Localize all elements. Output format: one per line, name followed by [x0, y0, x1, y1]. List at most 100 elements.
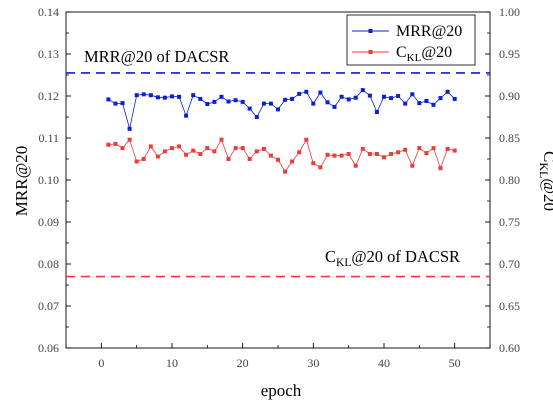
tick-label-left: 0.09	[38, 215, 59, 229]
data-point-mrr-2	[113, 101, 118, 106]
ckl-ref-label-base: C	[325, 247, 336, 266]
data-point-ckl-49	[445, 146, 450, 151]
tick-label-left: 0.06	[38, 341, 59, 355]
tick-label-right: 0.80	[499, 173, 520, 187]
mrr-ref-label: MRR@20 of DACSR	[84, 47, 229, 66]
tick-label-right: 0.95	[499, 47, 520, 61]
tick-label-bottom: 40	[378, 356, 390, 370]
data-point-ckl-42	[396, 150, 401, 155]
tick-label-bottom: 0	[98, 356, 104, 370]
tick-label-right: 1.00	[499, 5, 520, 19]
data-point-mrr-6	[141, 92, 146, 97]
data-point-ckl-22	[254, 149, 259, 154]
data-point-ckl-37	[360, 146, 365, 151]
data-point-ckl-27	[290, 159, 295, 164]
data-point-ckl-18	[226, 157, 231, 161]
data-point-ckl-16	[212, 149, 217, 154]
data-point-mrr-1	[106, 97, 111, 102]
tick-label-right: 0.60	[499, 341, 520, 355]
y-axis-right-label: CKL@20	[537, 151, 553, 211]
data-point-mrr-17	[219, 94, 224, 99]
data-point-mrr-5	[134, 93, 139, 98]
data-point-ckl-30	[311, 161, 316, 166]
legend-label-ckl-sub: KL	[407, 52, 422, 64]
data-point-mrr-36	[353, 95, 358, 100]
data-point-mrr-18	[226, 99, 231, 104]
tick-label-bottom: 50	[449, 356, 461, 370]
data-point-ckl-36	[353, 163, 358, 168]
data-point-ckl-25	[276, 157, 280, 162]
tick-label-right: 0.65	[499, 299, 520, 313]
data-point-mrr-26	[283, 97, 288, 102]
data-point-mrr-23	[261, 101, 266, 106]
tick-label-right: 0.85	[499, 131, 520, 145]
y-axis-right-label-base: C	[540, 151, 553, 162]
data-point-ckl-24	[268, 153, 273, 158]
data-point-mrr-33	[332, 104, 337, 109]
y-axis-right-label-rest: @20	[540, 178, 553, 211]
data-point-ckl-28	[297, 150, 302, 155]
data-point-ckl-38	[367, 152, 372, 156]
data-point-mrr-42	[396, 94, 401, 98]
data-point-mrr-43	[403, 101, 408, 106]
data-point-mrr-38	[367, 93, 372, 98]
data-point-mrr-10	[170, 94, 174, 99]
data-point-mrr-7	[148, 93, 153, 98]
tick-label-right: 0.90	[499, 89, 520, 103]
data-point-mrr-35	[346, 97, 351, 102]
tick-label-left: 0.07	[38, 299, 59, 313]
legend-label-ckl-rest: @20	[421, 44, 452, 61]
ckl-ref-label-sub: KL	[336, 257, 351, 269]
tick-label-left: 0.14	[38, 5, 59, 19]
data-point-mrr-12	[184, 113, 189, 118]
data-point-ckl-33	[332, 153, 337, 158]
tick-label-bottom: 10	[166, 356, 178, 370]
tick-label-bottom: 30	[307, 356, 319, 370]
data-point-ckl-13	[191, 148, 196, 153]
tick-label-left: 0.12	[38, 89, 59, 103]
data-point-ckl-11	[177, 144, 182, 149]
legend-box	[346, 14, 476, 66]
data-point-ckl-1	[106, 142, 111, 147]
tick-label-left: 0.08	[38, 257, 59, 271]
data-point-mrr-37	[360, 88, 365, 93]
data-point-mrr-41	[389, 96, 394, 101]
data-point-mrr-21	[247, 106, 252, 111]
data-point-mrr-15	[205, 102, 210, 106]
data-point-mrr-30	[311, 101, 316, 106]
data-point-mrr-3	[120, 101, 125, 106]
data-point-ckl-45	[417, 146, 422, 151]
data-point-mrr-4	[127, 126, 132, 131]
tick-label-right: 0.75	[499, 215, 520, 229]
data-point-ckl-20	[240, 146, 245, 151]
data-point-mrr-22	[254, 115, 259, 119]
data-point-mrr-16	[212, 99, 217, 104]
legend: MRR@20 CKL@20	[346, 14, 476, 66]
data-point-ckl-9	[162, 149, 167, 154]
data-point-ckl-41	[389, 152, 394, 156]
data-point-mrr-50	[452, 96, 457, 101]
data-point-ckl-23	[261, 146, 266, 151]
data-point-mrr-8	[155, 95, 160, 100]
data-point-ckl-34	[339, 153, 344, 158]
data-point-ckl-35	[346, 152, 351, 156]
data-point-ckl-7	[148, 144, 153, 149]
data-point-mrr-46	[424, 99, 429, 103]
data-point-ckl-43	[403, 147, 408, 152]
legend-label-ckl: CKL@20	[396, 44, 452, 64]
legend-label-mrr: MRR@20	[396, 23, 462, 40]
ckl-ref-label: CKL@20 of DACSR	[325, 247, 460, 269]
data-point-ckl-12	[184, 152, 189, 157]
data-point-mrr-9	[162, 95, 167, 100]
data-point-ckl-6	[141, 157, 146, 161]
data-point-mrr-27	[290, 96, 295, 101]
legend-marker-ckl	[368, 50, 373, 54]
tick-label-left: 0.13	[38, 47, 59, 61]
data-point-mrr-32	[325, 100, 330, 105]
data-point-ckl-8	[155, 154, 160, 159]
data-point-mrr-28	[297, 91, 302, 96]
data-point-ckl-10	[170, 146, 174, 151]
data-point-ckl-44	[410, 163, 415, 168]
tick-label-left: 0.10	[38, 173, 59, 187]
